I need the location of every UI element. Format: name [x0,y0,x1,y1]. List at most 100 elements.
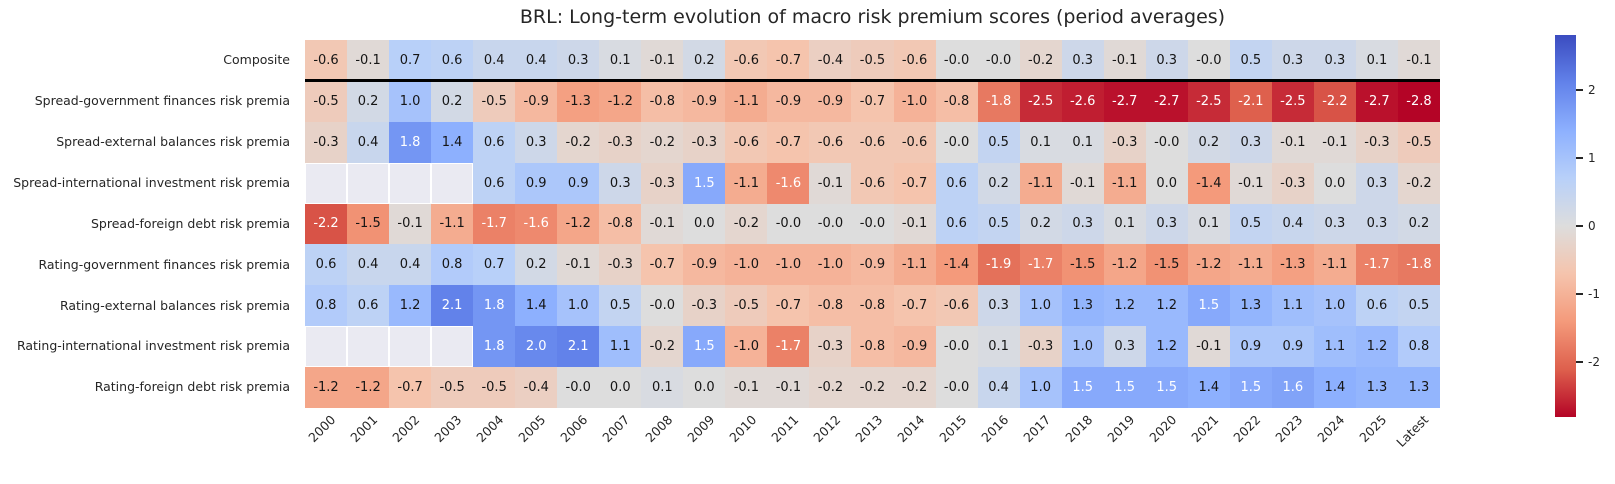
heatmap-cell: -0.1 [767,367,810,408]
x-tick-label: 2013 [852,412,886,446]
heatmap-cell: 0.6 [305,244,348,286]
heatmap-cell: -0.0 [767,203,810,245]
heatmap-cell: -0.1 [1187,326,1230,368]
heatmap-cell: -0.0 [557,367,600,408]
heatmap-cell: 1.3 [1355,367,1398,408]
x-tick-label: 2004 [473,412,507,446]
heatmap-cell: -0.0 [851,203,894,245]
x-tick-label: 2002 [389,412,423,446]
heatmap-cell: -0.3 [1355,121,1398,163]
heatmap-cell: -1.7 [1355,244,1398,286]
heatmap-cell: -0.6 [725,40,768,81]
heatmap-cell: -0.2 [1397,162,1440,204]
heatmap-cell: 0.2 [1187,121,1230,163]
heatmap-cell: -0.7 [389,367,432,408]
heatmap-cell: 1.8 [389,121,432,163]
heatmap-cell: -0.1 [809,162,852,204]
x-tick-label: 2010 [725,412,759,446]
heatmap-cell: 0.6 [935,203,978,245]
heatmap-cell: -1.1 [725,80,768,122]
heatmap-cell: -1.3 [1271,244,1314,286]
x-tick-label: 2020 [1146,412,1180,446]
colorbar-tick [1576,293,1583,296]
heatmap-cell: 0.1 [1103,203,1146,245]
heatmap-cell: -0.0 [935,367,978,408]
heatmap-cell: -1.2 [557,203,600,245]
heatmap-cell: 0.9 [1271,326,1314,368]
heatmap-cell: -0.5 [305,80,348,122]
heatmap-cell: 1.5 [683,162,726,204]
heatmap-cell: -2.8 [1397,80,1440,122]
heatmap-cell: 0.8 [431,244,474,286]
heatmap-cell: 0.1 [1019,121,1062,163]
heatmap-cell: -0.2 [809,367,852,408]
heatmap-cell: -0.9 [809,80,852,122]
heatmap-cell: -1.0 [767,244,810,286]
heatmap-cell: -0.3 [809,326,852,368]
heatmap-cell: -0.9 [683,244,726,286]
heatmap-cell: -0.5 [431,367,474,408]
colorbar-tick [1576,225,1583,227]
heatmap-cell: 1.4 [1187,367,1230,408]
heatmap-cell: 0.6 [473,121,516,163]
heatmap-cell: 0.5 [977,203,1020,245]
heatmap-cell: -0.2 [641,121,684,163]
heatmap-cell: 1.2 [389,285,432,327]
heatmap-cell: 0.9 [515,162,558,204]
colorbar-tick-label: 1 [1588,150,1596,165]
heatmap-cell: -0.7 [893,285,936,327]
heatmap-cell: -2.6 [1061,80,1104,122]
heatmap-cell: -1.1 [431,203,474,245]
x-tick-label: 2024 [1314,412,1348,446]
heatmap-cell: 0.0 [683,203,726,245]
heatmap-cell: -2.2 [1313,80,1356,122]
heatmap-cell: -2.7 [1355,80,1398,122]
colorbar-tick-label: -1 [1588,287,1600,302]
heatmap-cell: 1.2 [1103,285,1146,327]
row-label: Rating-foreign debt risk premia [94,379,290,395]
heatmap-cell: -0.1 [1313,121,1356,163]
heatmap-cell: -2.2 [305,203,348,245]
heatmap-cell: -1.9 [977,244,1020,286]
heatmap-cell: 2.1 [431,285,474,327]
heatmap-cell: -0.9 [767,80,810,122]
heatmap-cell: -0.7 [893,162,936,204]
heatmap-cell: 0.5 [1397,285,1440,327]
heatmap-cell [305,326,348,368]
heatmap-cell [431,326,474,368]
heatmap-cell: -0.2 [725,203,768,245]
colorbar-tick-label: -2 [1588,355,1600,370]
heatmap-cell: 0.3 [1103,326,1146,368]
heatmap-cell: -0.0 [935,40,978,81]
heatmap-cell: 1.8 [473,326,516,368]
colorbar-tick [1576,88,1583,91]
heatmap-cell: -2.5 [1271,80,1314,122]
heatmap-cell: 0.3 [1061,203,1104,245]
heatmap-cell: 1.0 [389,80,432,122]
heatmap-cell: -0.5 [473,367,516,408]
heatmap-cell: -0.3 [305,121,348,163]
x-tick-label: 2021 [1188,412,1222,446]
x-tick-label: 2018 [1062,412,1096,446]
heatmap-cell: -1.7 [473,203,516,245]
heatmap-cell: 0.5 [1229,40,1272,81]
heatmap-cell: -2.7 [1103,80,1146,122]
heatmap-cell: -0.1 [641,203,684,245]
heatmap-cell: -1.0 [893,80,936,122]
heatmap-cell: 0.4 [347,121,390,163]
heatmap-cell: -0.0 [1145,121,1188,163]
heatmap-cell: -0.8 [935,80,978,122]
heatmap-cell: 1.3 [1229,285,1272,327]
colorbar-tick [1576,156,1583,159]
heatmap-cell: 0.6 [347,285,390,327]
row-label: Rating-international investment risk pre… [16,338,290,354]
heatmap-cell: -0.3 [1019,326,1062,368]
heatmap-cell: -1.2 [1187,244,1230,286]
row-label: Spread-government finances risk premia [34,93,290,109]
row-label: Spread-external balances risk premia [56,133,290,149]
heatmap-cell: 0.3 [1313,40,1356,81]
heatmap-cell: -0.2 [1019,40,1062,81]
heatmap-cell: -0.0 [935,121,978,163]
heatmap-cell: 0.4 [977,367,1020,408]
heatmap-cell: -0.0 [935,326,978,368]
